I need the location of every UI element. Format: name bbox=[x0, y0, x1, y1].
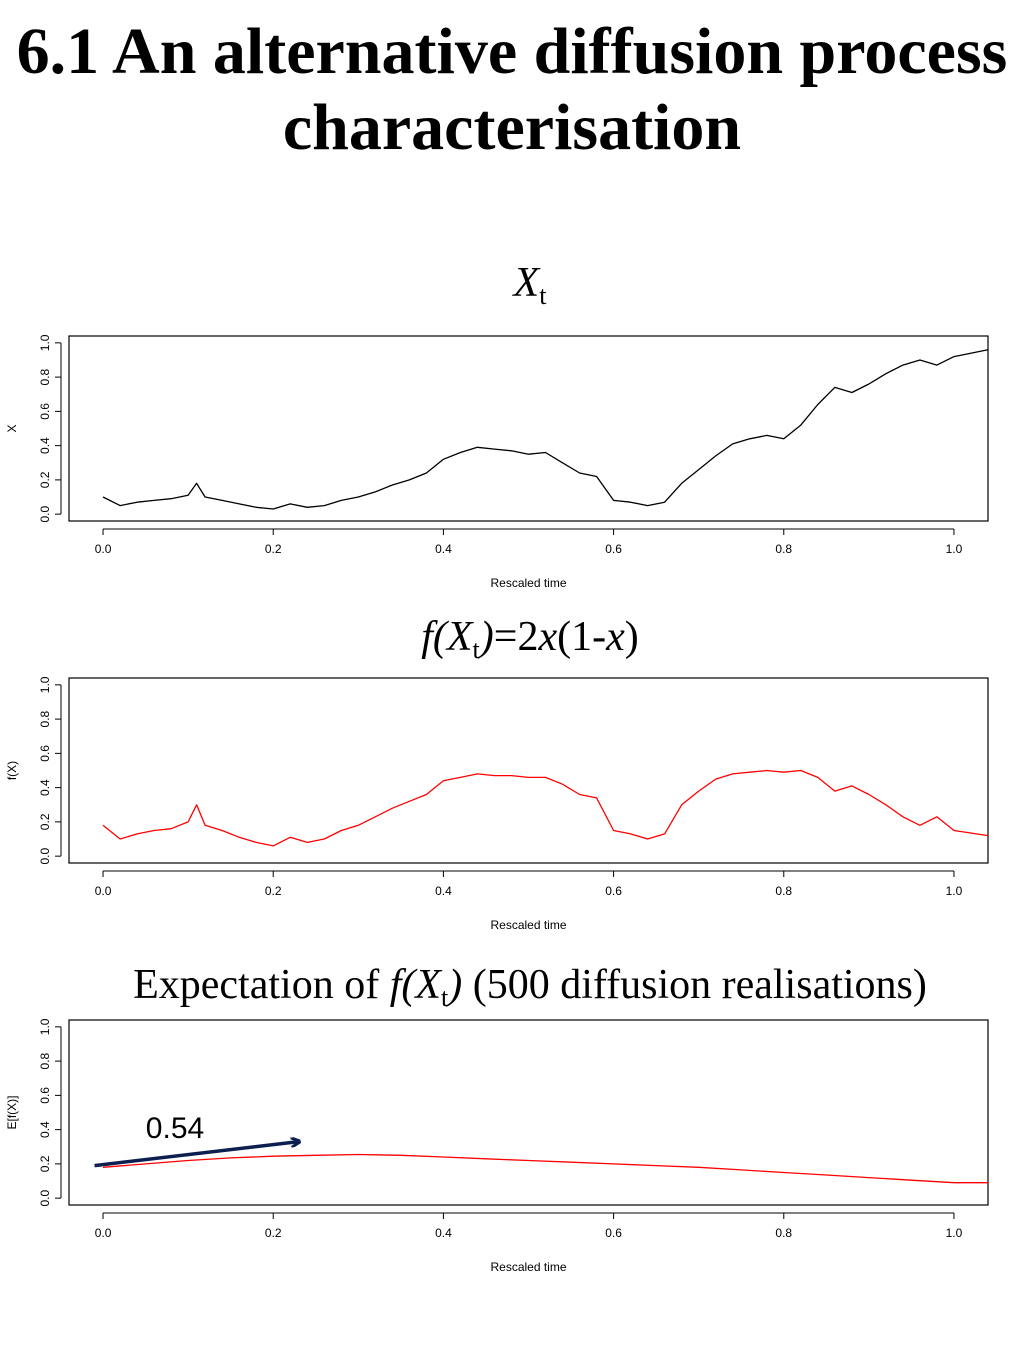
title-fx-close: ) bbox=[448, 962, 463, 1008]
title-subscript: t bbox=[441, 983, 449, 1012]
x-axis-label: Rescaled time bbox=[490, 1260, 566, 1274]
chart-expectation: 0.0 0.2 0.4 0.6 0.8 1.0 Rescaled time 0.0 0.2 0.4… bbox=[5, 1018, 989, 1274]
y-tick-label: 0.2 bbox=[38, 813, 52, 830]
x-tick-label: 0.2 bbox=[265, 884, 282, 898]
x-tick-label: 0.2 bbox=[265, 542, 282, 556]
chart-fx: 0.0 0.2 0.4 0.6 0.8 1.0 Rescaled time 0.0 0.2 0.4… bbox=[5, 676, 989, 932]
series-line bbox=[102, 349, 989, 510]
x-tick-label: 1.0 bbox=[946, 542, 963, 556]
y-tick-label: 0.4 bbox=[38, 437, 52, 454]
x-tick-label: 0.8 bbox=[775, 542, 792, 556]
x-tick-label: 0.0 bbox=[95, 542, 112, 556]
y-tick-label: 0.2 bbox=[38, 1155, 52, 1172]
x-tick-label: 0.4 bbox=[435, 1226, 452, 1240]
y-tick-label: 1.0 bbox=[38, 676, 52, 693]
title-x-var: x bbox=[538, 614, 558, 660]
y-tick-label: 0.4 bbox=[38, 1121, 52, 1138]
x-tick-label: 1.0 bbox=[946, 884, 963, 898]
y-axis-label: f(X) bbox=[5, 761, 19, 780]
series-line bbox=[102, 769, 989, 847]
x-tick-label: 0.2 bbox=[265, 1226, 282, 1240]
x-axis-label: Rescaled time bbox=[490, 576, 566, 590]
y-axis-label: X bbox=[5, 424, 19, 432]
plot-title-xt: Xt bbox=[0, 258, 1024, 310]
plot-frame bbox=[68, 677, 989, 864]
title-fx-part: f(X bbox=[389, 962, 441, 1008]
plot-title-expectation: Expectation of f(Xt) (500 diffusion real… bbox=[0, 960, 1024, 1012]
series-line bbox=[102, 1153, 988, 1184]
y-tick-label: 0.6 bbox=[38, 745, 52, 762]
title-fx-close: ) bbox=[479, 614, 494, 660]
y-tick-label: 0.6 bbox=[38, 1087, 52, 1104]
y-tick-label: 0.0 bbox=[38, 847, 52, 864]
title-subscript: t bbox=[472, 635, 480, 664]
title-subscript: t bbox=[539, 281, 547, 310]
title-text-part: (500 diffusion realisations) bbox=[462, 962, 927, 1008]
y-axis-label: E[f(X)] bbox=[5, 1095, 19, 1129]
y-tick-label: 0.8 bbox=[38, 710, 52, 727]
title-x-var: x bbox=[606, 614, 625, 660]
title-eq-part: ) bbox=[624, 614, 639, 660]
title-eq-part: =2 bbox=[493, 614, 539, 660]
chart-xt: 0.0 0.2 0.4 0.6 0.8 1.0 Rescaled time 0.0 0.2 0.4… bbox=[5, 334, 989, 590]
y-tick-label: 0.2 bbox=[38, 471, 52, 488]
x-tick-label: 0.8 bbox=[775, 884, 792, 898]
x-tick-label: 0.0 bbox=[95, 1226, 112, 1240]
x-tick-label: 0.6 bbox=[605, 542, 622, 556]
x-tick-label: 0.8 bbox=[775, 1226, 792, 1240]
plot-title-fx: f(Xt)=2x(1-x) bbox=[0, 612, 1024, 664]
y-tick-label: 0.8 bbox=[38, 368, 52, 385]
y-tick-label: 0.6 bbox=[38, 403, 52, 420]
title-text-part: Expectation of bbox=[133, 962, 390, 1008]
y-tick-label: 1.0 bbox=[38, 1018, 52, 1035]
title-eq-part: (1- bbox=[557, 614, 607, 660]
x-tick-label: 0.4 bbox=[435, 884, 452, 898]
plot-frame bbox=[68, 1019, 989, 1206]
x-tick-label: 0.6 bbox=[605, 1226, 622, 1240]
annotation-arrow bbox=[94, 1142, 299, 1168]
title-fx-part: f(X bbox=[421, 614, 473, 660]
x-axis-label: Rescaled time bbox=[490, 918, 566, 932]
x-tick-label: 0.6 bbox=[605, 884, 622, 898]
y-tick-label: 1.0 bbox=[38, 334, 52, 351]
plot-frame bbox=[68, 335, 989, 522]
y-tick-label: 0.4 bbox=[38, 779, 52, 796]
page-title: 6.1 An alternative diffusion process cha… bbox=[16, 15, 1008, 164]
title-symbol: X bbox=[513, 260, 540, 306]
x-tick-label: 1.0 bbox=[946, 1226, 963, 1240]
x-tick-label: 0.0 bbox=[95, 884, 112, 898]
y-tick-label: 0.0 bbox=[38, 505, 52, 522]
annotation-label: 0.54 bbox=[146, 1112, 204, 1145]
y-tick-label: 0.8 bbox=[38, 1052, 52, 1069]
x-tick-label: 0.4 bbox=[435, 542, 452, 556]
y-tick-label: 0.0 bbox=[38, 1189, 52, 1206]
